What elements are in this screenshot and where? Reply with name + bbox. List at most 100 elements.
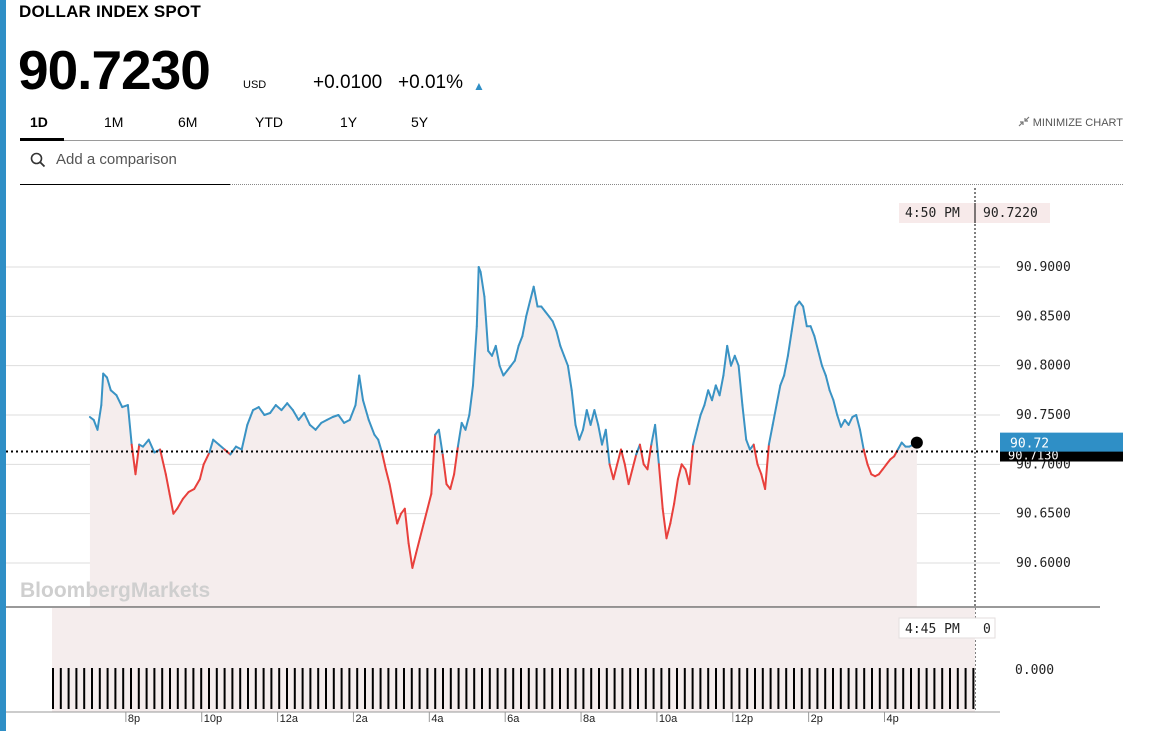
price-line-segment — [745, 438, 751, 451]
tab-5y[interactable]: 5Y — [411, 114, 429, 130]
price-line-segment — [798, 300, 805, 308]
price-line-segment — [202, 451, 211, 466]
price-line-segment — [348, 404, 357, 421]
price-line-segment — [657, 463, 664, 510]
x-tick-label: 4p — [887, 713, 899, 725]
price-line-segment — [381, 451, 387, 471]
price-line-segment — [331, 414, 340, 418]
price-line-segment — [547, 315, 554, 323]
x-tick-label: 10p — [204, 713, 222, 725]
x-tick-label: 2a — [355, 713, 368, 725]
price-line-segment — [377, 438, 383, 454]
price-line-segment — [472, 325, 478, 387]
price-line-segment — [403, 507, 410, 545]
price-line-segment — [699, 404, 706, 416]
price-line-segment — [570, 389, 577, 426]
price-line-segment — [164, 473, 171, 495]
price-line-segment — [722, 344, 729, 377]
price-line-segment — [269, 404, 277, 414]
price-line-segment — [631, 453, 638, 471]
price-line-segment — [695, 414, 702, 431]
price-line-segment — [733, 354, 740, 367]
price-line-segment — [437, 428, 444, 456]
price-line-segment — [320, 418, 328, 424]
price-line-segment — [172, 507, 179, 515]
y-tick-label: 90.6000 — [1016, 556, 1071, 571]
tab-1d[interactable]: 1D — [30, 114, 48, 130]
volume-axis-label: 0.000 — [1015, 663, 1054, 678]
search-divider — [230, 184, 1123, 185]
price-line-segment — [246, 409, 254, 426]
y-tick-label: 90.9000 — [1016, 260, 1071, 275]
price-line-segment — [585, 409, 592, 426]
net-change: +0.0100 — [313, 72, 383, 93]
price-line-segment — [828, 389, 835, 402]
price-line-segment — [582, 409, 588, 431]
price-line-segment — [555, 330, 562, 347]
price-line-segment — [229, 445, 237, 456]
price-line-segment — [513, 344, 520, 362]
price-line-segment — [718, 374, 725, 397]
price-line-segment — [604, 428, 611, 466]
price-line-segment — [303, 412, 311, 426]
price-line-segment — [217, 443, 226, 451]
price-line-segment — [426, 492, 433, 510]
x-tick-label: 8a — [583, 713, 596, 725]
price-line-segment — [809, 325, 816, 338]
x-tick-label: 12p — [735, 713, 753, 725]
price-line-segment — [544, 310, 550, 318]
tab-6m[interactable]: 6M — [178, 114, 198, 130]
price-line-segment — [187, 488, 196, 493]
last-price-tag — [1000, 432, 1123, 452]
price-line-segment — [794, 300, 801, 308]
price-line-segment — [326, 416, 334, 421]
price-line-segment — [502, 369, 509, 377]
price-line-segment — [540, 305, 547, 313]
previous-close-label: 90.7130 — [1008, 449, 1059, 463]
price-line-segment — [608, 463, 615, 481]
price-line-segment — [468, 384, 474, 416]
price-line-segment — [813, 335, 820, 352]
price-line-segment — [456, 421, 463, 448]
tab-1y[interactable]: 1Y — [340, 114, 358, 130]
watermark: BloombergMarkets — [20, 579, 210, 602]
previous-close-tag — [1000, 450, 1123, 462]
price-line-segment — [589, 409, 596, 426]
price-line-segment — [407, 542, 414, 569]
last-price-label: 90.72 — [1010, 437, 1049, 452]
tab-ytd[interactable]: YTD — [255, 114, 283, 130]
price-line-segment — [373, 433, 380, 441]
last-point-marker — [910, 436, 923, 449]
price-line-segment — [559, 344, 566, 357]
tab-1m[interactable]: 1M — [104, 114, 124, 130]
triangle-up-icon: ▲ — [473, 79, 485, 93]
price-line-segment — [396, 512, 402, 525]
price-line-segment — [821, 364, 827, 377]
price-line-segment — [415, 537, 421, 555]
price-line-segment — [836, 414, 842, 428]
price-line-segment — [578, 428, 584, 441]
price-line-segment — [384, 468, 391, 486]
price-line-segment — [730, 354, 736, 367]
price-line-segment — [257, 406, 266, 416]
search-input[interactable] — [56, 151, 226, 168]
price-line-segment — [783, 354, 789, 377]
price-line-segment — [764, 443, 770, 490]
minimize-chart-button[interactable]: MINIMIZE CHART — [1018, 116, 1123, 129]
comparison-search[interactable] — [20, 144, 230, 185]
price-line-segment — [802, 305, 808, 328]
price-line-segment — [866, 463, 873, 476]
price-line-segment — [388, 483, 395, 505]
price-line-segment — [563, 354, 569, 367]
price-line-segment — [411, 552, 418, 569]
price-line-segment — [362, 399, 370, 421]
price-line-segment — [449, 473, 456, 490]
volume-crosshair-box — [898, 617, 996, 639]
price-line-segment — [855, 414, 861, 431]
price-line-segment — [673, 478, 679, 505]
price-line-segment — [638, 443, 645, 466]
price-line-segment — [168, 492, 175, 515]
price-line-segment — [692, 428, 698, 446]
price-line-segment — [737, 364, 744, 407]
